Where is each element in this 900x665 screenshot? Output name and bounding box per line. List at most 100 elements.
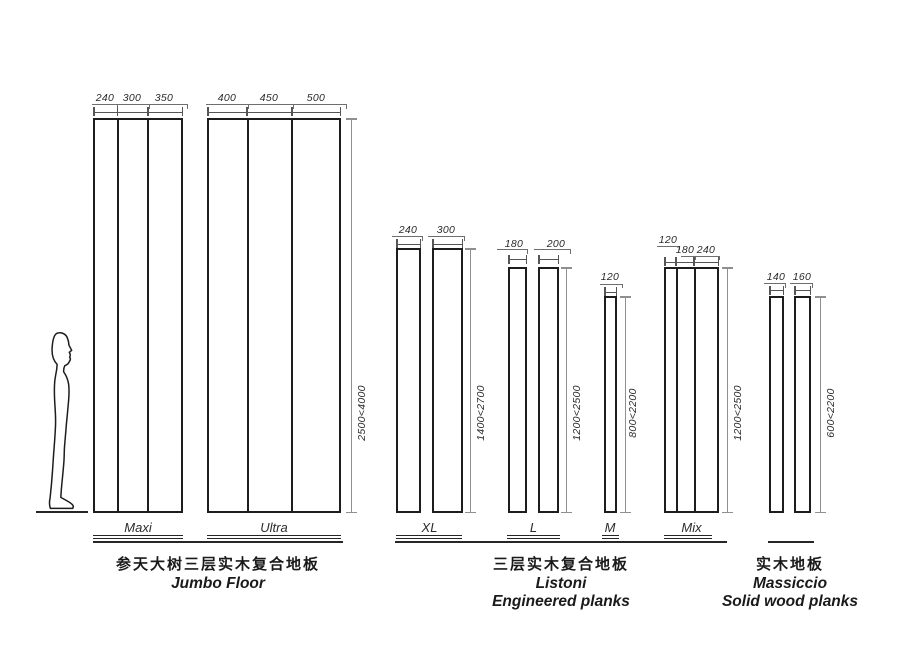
dim-bar [207, 111, 341, 113]
height-dim-line [565, 267, 567, 513]
width-dim-label: 160 [792, 271, 812, 283]
dim-underline [392, 236, 423, 238]
caption-listoni-cn: 三层实木复合地板 [492, 556, 629, 573]
group-underline [207, 535, 341, 539]
plank-xl-240 [396, 248, 421, 513]
dim-tick [463, 236, 465, 241]
height-dim-line [726, 267, 728, 513]
height-dim-cap [619, 296, 631, 298]
caption-listoni-en2: Engineered planks [492, 593, 630, 610]
dim-tick [148, 104, 150, 109]
dim-bar [538, 259, 559, 261]
height-dim-cap [464, 248, 476, 250]
dim-tick [675, 257, 677, 266]
dim-tick [461, 239, 463, 248]
width-dim-label: 500 [306, 92, 326, 104]
height-dim-cap [814, 296, 826, 298]
ground-line [36, 511, 88, 513]
height-dim-label: 800<2200 [627, 388, 639, 438]
width-dim-label: 400 [217, 92, 237, 104]
dim-tick [293, 104, 295, 109]
caption-massiccio-en1: Massiccio [752, 575, 828, 592]
dim-tick [93, 107, 95, 116]
dim-tick [695, 255, 697, 260]
height-dim-label: 1400<2700 [475, 385, 487, 441]
dim-bar [794, 290, 811, 292]
caption-massiccio-en2: Solid wood planks [721, 593, 859, 610]
dim-tick [538, 254, 540, 264]
dim-tick [621, 283, 623, 288]
width-dim-label: 300 [436, 224, 456, 236]
dim-underline [206, 104, 347, 106]
width-dim-label: 240 [398, 224, 418, 236]
width-dim-label: 240 [95, 92, 115, 104]
group-underline [396, 535, 462, 539]
width-dim-label: 180 [675, 244, 695, 256]
dim-tick [557, 254, 559, 264]
dim-bar [604, 291, 617, 293]
dim-tick [664, 257, 666, 266]
plank-group-ultra [207, 118, 341, 513]
plank-xl-300 [432, 248, 463, 513]
dim-underline [428, 236, 465, 238]
plank-l-180 [508, 267, 527, 513]
dim-tick [525, 254, 527, 264]
family-line-massiccio [768, 541, 814, 543]
plank-divider [676, 269, 678, 511]
dim-tick [526, 249, 528, 254]
dim-tick [421, 236, 423, 241]
dim-tick [396, 239, 398, 248]
dim-tick [717, 257, 719, 266]
plank-divider [694, 269, 696, 511]
dim-tick [782, 285, 784, 295]
height-dim-cap [721, 511, 733, 513]
dim-tick [116, 107, 118, 116]
height-dim-line [350, 118, 352, 513]
dim-tick [693, 257, 695, 266]
height-dim-cap [464, 511, 476, 513]
dim-tick [769, 285, 771, 295]
dim-tick [569, 249, 571, 254]
dim-underline [790, 283, 813, 285]
plank-m-120 [604, 296, 617, 513]
dim-tick [339, 107, 341, 116]
dim-tick [811, 283, 813, 288]
plank-group-maxi [93, 118, 183, 513]
height-dim-line [624, 296, 626, 513]
dim-tick [345, 104, 347, 109]
plank-group-mix [664, 267, 719, 513]
height-dim-cap [560, 511, 572, 513]
group-label-l: L [529, 520, 538, 535]
dim-tick [718, 255, 720, 260]
dim-tick [432, 239, 434, 248]
dim-tick [116, 104, 118, 109]
dim-tick [809, 285, 811, 295]
group-underline [602, 535, 619, 539]
height-dim-label: 600<2200 [825, 388, 837, 438]
plank-massiccio-160 [794, 296, 811, 513]
dim-tick [291, 107, 293, 116]
height-dim-label: 1200<2500 [571, 385, 583, 441]
width-dim-label: 300 [122, 92, 142, 104]
height-dim-cap [560, 267, 572, 269]
dim-underline [681, 255, 720, 257]
caption-jumbo-cn: 参天大树三层实木复合地板 [115, 556, 320, 573]
caption-listoni-en1: Listoni [535, 575, 587, 592]
width-dim-label: 200 [546, 238, 566, 250]
height-dim-line [469, 248, 471, 513]
dim-tick [604, 287, 606, 296]
group-label-maxi: Maxi [124, 520, 152, 535]
caption-jumbo-en: Jumbo Floor [171, 575, 265, 592]
height-dim-cap [345, 118, 357, 120]
dim-tick [186, 104, 188, 109]
group-underline [664, 535, 712, 539]
width-dim-label: 120 [600, 271, 620, 283]
width-dim-label: 120 [658, 234, 678, 246]
dim-tick [207, 107, 209, 116]
width-dim-label: 350 [154, 92, 174, 104]
dim-bar [769, 290, 784, 292]
dim-tick [784, 283, 786, 288]
width-dim-label: 450 [259, 92, 279, 104]
dim-bar [664, 261, 719, 263]
